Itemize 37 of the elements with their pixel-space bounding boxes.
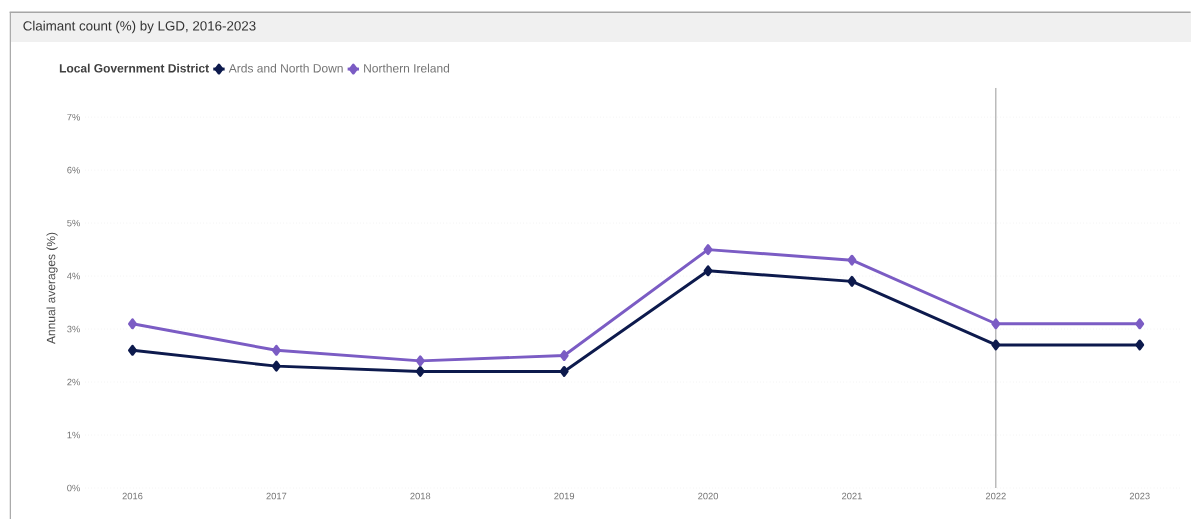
y-tick-label: 5% bbox=[67, 219, 80, 227]
y-tick-label: 7% bbox=[67, 113, 80, 121]
y-tick-label: 2% bbox=[67, 378, 80, 386]
y-tick-label: 3% bbox=[67, 325, 80, 333]
x-tick-label: 2019 bbox=[554, 492, 575, 500]
legend-title: Local Government District bbox=[59, 63, 209, 73]
point bbox=[415, 355, 425, 367]
point bbox=[271, 344, 281, 356]
legend-label: Northern Ireland bbox=[364, 63, 450, 73]
point bbox=[415, 365, 425, 377]
x-tick-label: 2022 bbox=[985, 492, 1006, 500]
y-tick-label: 4% bbox=[67, 272, 80, 280]
y-tick-label: 1% bbox=[67, 431, 80, 439]
point bbox=[128, 318, 137, 330]
legend-label: Ards and North Down bbox=[228, 63, 343, 73]
point bbox=[1135, 339, 1145, 351]
point bbox=[847, 275, 857, 287]
point bbox=[847, 254, 857, 266]
point bbox=[1135, 318, 1145, 330]
x-tick-label: 2016 bbox=[122, 492, 143, 500]
y-axis-title: Annual averages (%) bbox=[46, 232, 58, 345]
y-tick-label: 6% bbox=[67, 166, 80, 174]
x-tick-label: 2020 bbox=[698, 492, 719, 500]
x-tick-label: 2018 bbox=[410, 492, 431, 500]
point bbox=[991, 318, 1001, 330]
point bbox=[128, 344, 137, 356]
x-tick-label: 2021 bbox=[842, 492, 862, 500]
point bbox=[991, 339, 1001, 351]
point bbox=[271, 360, 281, 372]
point bbox=[703, 265, 713, 277]
y-tick-label: 0% bbox=[67, 484, 80, 492]
x-tick-label: 2023 bbox=[1129, 492, 1150, 500]
point bbox=[559, 350, 569, 362]
point bbox=[703, 244, 713, 256]
x-tick-label: 2017 bbox=[266, 492, 287, 500]
chart-title: Claimant count (%) by LGD, 2016-2023 bbox=[23, 20, 256, 34]
point bbox=[559, 365, 569, 377]
